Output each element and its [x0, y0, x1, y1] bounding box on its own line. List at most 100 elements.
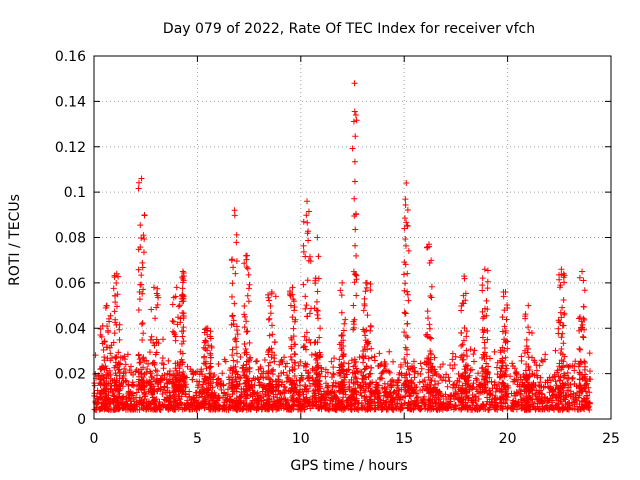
- data-point: [288, 356, 295, 363]
- data-point: [219, 394, 226, 401]
- data-point: [291, 382, 298, 389]
- data-point: [425, 315, 432, 322]
- data-point: [562, 392, 569, 399]
- data-point: [547, 383, 554, 390]
- data-point: [479, 308, 486, 315]
- data-point: [105, 327, 112, 334]
- data-point: [462, 297, 469, 304]
- data-point: [343, 367, 350, 374]
- data-point: [111, 364, 118, 371]
- data-point: [537, 406, 544, 413]
- data-point: [570, 395, 577, 402]
- data-point: [204, 347, 211, 354]
- data-point: [481, 266, 488, 273]
- data-point: [190, 368, 197, 375]
- data-point: [484, 336, 491, 343]
- data-point: [560, 274, 567, 281]
- data-point: [465, 406, 472, 413]
- data-point: [404, 291, 411, 298]
- data-point: [267, 359, 274, 366]
- data-point: [547, 377, 554, 384]
- data-point: [381, 363, 388, 370]
- data-point: [431, 354, 438, 361]
- data-point: [578, 326, 585, 333]
- data-point: [502, 327, 509, 334]
- data-point: [362, 288, 369, 295]
- data-point: [202, 361, 209, 368]
- x-tick-label: 5: [193, 431, 202, 447]
- data-point: [228, 257, 235, 264]
- data-point: [401, 329, 408, 336]
- data-point: [417, 370, 424, 377]
- data-point: [103, 302, 110, 309]
- data-point: [267, 376, 274, 383]
- data-point: [481, 313, 488, 320]
- x-tick-label: 0: [90, 431, 99, 447]
- data-point: [254, 395, 261, 402]
- data-point: [311, 367, 318, 374]
- data-point: [557, 282, 564, 289]
- data-point: [580, 277, 587, 284]
- data-point: [417, 360, 424, 367]
- data-point: [337, 287, 344, 294]
- data-point: [273, 400, 280, 407]
- data-point: [383, 367, 390, 374]
- data-point: [257, 365, 264, 372]
- data-point: [481, 339, 488, 346]
- data-point: [138, 370, 145, 377]
- data-point: [403, 332, 410, 339]
- data-point: [353, 391, 360, 398]
- data-point: [94, 399, 101, 406]
- data-point: [368, 354, 375, 361]
- data-point: [402, 359, 409, 366]
- data-point: [284, 374, 291, 381]
- data-point: [102, 363, 109, 370]
- data-point: [363, 279, 370, 286]
- data-point: [400, 271, 407, 278]
- data-point: [366, 405, 373, 412]
- data-point: [375, 382, 382, 389]
- data-point: [528, 330, 535, 337]
- data-point: [117, 360, 124, 367]
- data-point: [360, 307, 367, 314]
- data-point: [199, 401, 206, 408]
- data-point: [342, 316, 349, 323]
- data-point: [141, 383, 148, 390]
- data-point: [124, 351, 131, 358]
- data-point: [146, 380, 153, 387]
- data-point: [206, 374, 213, 381]
- data-point: [278, 358, 285, 365]
- data-point: [135, 401, 142, 408]
- data-point: [276, 398, 283, 405]
- data-point: [557, 385, 564, 392]
- data-point: [576, 274, 583, 281]
- data-point: [152, 406, 159, 413]
- data-point: [181, 382, 188, 389]
- data-point: [290, 395, 297, 402]
- data-point: [137, 222, 144, 229]
- data-point: [190, 402, 197, 409]
- data-point: [577, 346, 584, 353]
- data-point: [507, 373, 514, 380]
- data-point: [316, 334, 323, 341]
- data-point: [428, 377, 435, 384]
- data-point: [214, 397, 221, 404]
- data-point: [94, 387, 101, 394]
- data-point: [129, 390, 136, 397]
- x-axis-label: GPS time / hours: [290, 458, 407, 474]
- data-point: [138, 235, 145, 242]
- data-point: [491, 406, 498, 413]
- data-point: [135, 266, 142, 273]
- data-point: [230, 398, 237, 405]
- data-point: [377, 362, 384, 369]
- data-point: [121, 356, 128, 363]
- data-point: [241, 341, 248, 348]
- data-point: [111, 292, 118, 299]
- data-point: [558, 390, 565, 397]
- data-point: [363, 394, 370, 401]
- data-point: [338, 292, 345, 299]
- data-point: [269, 405, 276, 412]
- data-point: [207, 354, 214, 361]
- data-point: [340, 327, 347, 334]
- data-point: [316, 370, 323, 377]
